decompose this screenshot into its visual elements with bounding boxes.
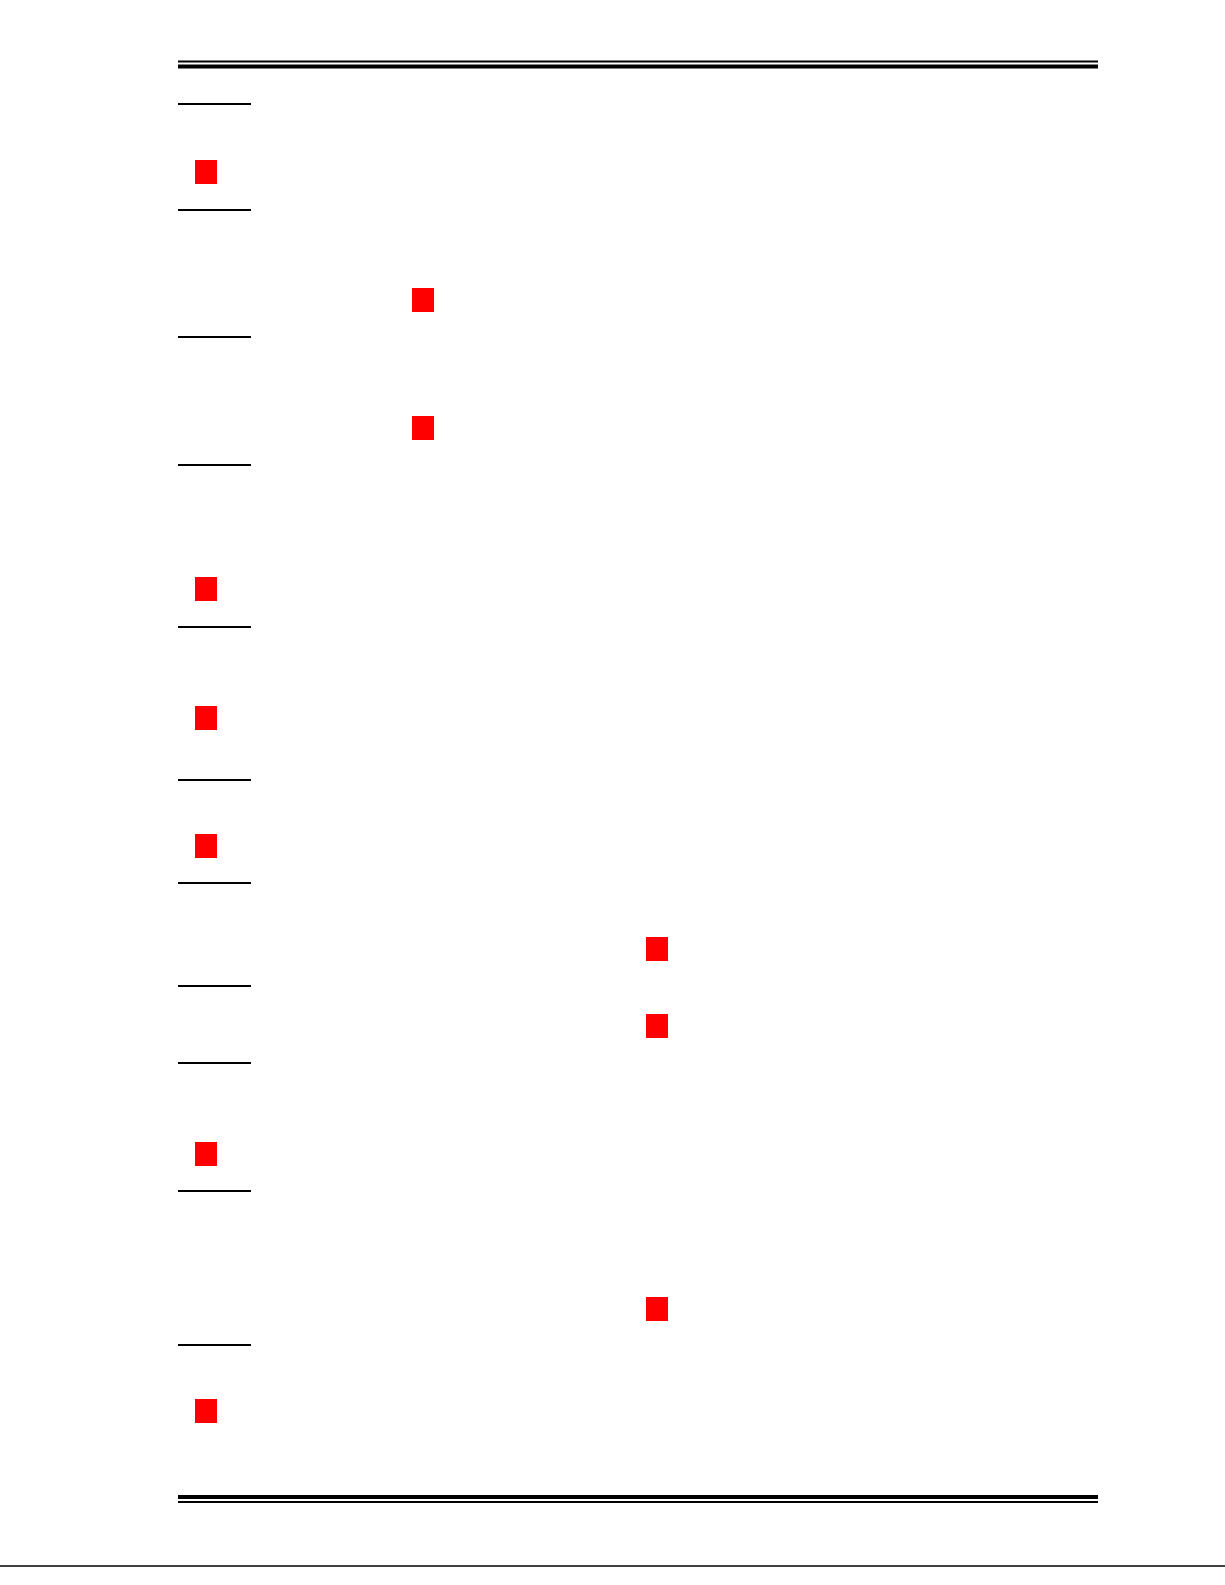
redaction-box (646, 937, 668, 961)
redaction-box (195, 1399, 217, 1423)
redaction-box (195, 834, 217, 858)
redaction-box (195, 577, 217, 601)
redaction-box (646, 1297, 668, 1321)
redaction-box (195, 160, 217, 184)
redaction-box (646, 1014, 668, 1038)
redaction-box (412, 288, 434, 312)
footer-rule (178, 1495, 1098, 1503)
header-rule (178, 60, 1098, 69)
redaction-box (412, 416, 434, 440)
separators (178, 103, 251, 1346)
redaction-box (195, 1142, 217, 1166)
redaction-box (195, 706, 217, 730)
redaction-marks (195, 160, 668, 1423)
